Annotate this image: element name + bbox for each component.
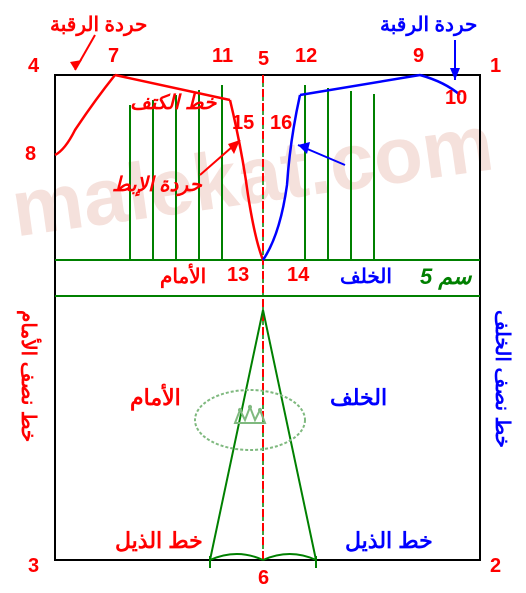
pt-2: 2 — [490, 555, 501, 578]
pt-16: 16 — [270, 112, 292, 135]
pt-12: 12 — [295, 45, 317, 68]
hem-right-label: خط الذيل — [345, 528, 433, 554]
pt-11: 11 — [212, 45, 233, 68]
pt-13: 13 — [227, 264, 249, 287]
pt-5: 5 — [258, 48, 269, 71]
pt-10: 10 — [445, 87, 467, 110]
hem-left-label: خط الذيل — [115, 528, 203, 554]
armhole-label: حردة الإبط — [112, 172, 202, 197]
pt-1: 1 — [490, 55, 501, 78]
back-label-2: الخلف — [330, 385, 387, 411]
back-half-line-label: خط نصف الخلف — [490, 310, 514, 448]
pt-9: 9 — [413, 45, 424, 68]
front-half-line-label: خط نصف الأمام — [16, 310, 40, 442]
neck-curve-left-label: حردة الرقبة — [50, 12, 147, 37]
pt-4: 4 — [28, 55, 39, 78]
pt-14: 14 — [287, 264, 309, 287]
neck-curve-right-label: حردة الرقبة — [380, 12, 477, 37]
pt-7: 7 — [108, 45, 119, 68]
pt-8: 8 — [25, 143, 36, 166]
pt-3: 3 — [28, 555, 39, 578]
five-cm-label: 5 سم — [420, 264, 471, 290]
pt-6: 6 — [258, 567, 269, 590]
front-label-1: الأمام — [160, 264, 206, 289]
pt-15: 15 — [232, 112, 254, 135]
front-label-2: الأمام — [130, 385, 181, 411]
shoulder-line-label: خط الكتف — [130, 90, 216, 115]
back-label-1: الخلف — [340, 264, 392, 289]
